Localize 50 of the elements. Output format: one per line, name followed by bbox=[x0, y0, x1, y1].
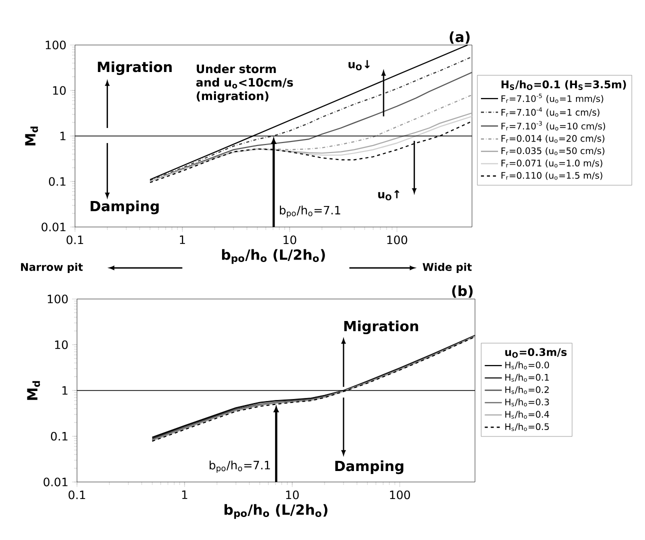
legend-label: F$_{r}$=0.014 (u$_{o}$=20 cm/s) bbox=[502, 134, 604, 143]
legend-label: H$_{s}$/h$_{o}$=0.3 bbox=[505, 398, 549, 406]
legend-label: F$_{r}$=7.10$^{-3}$ (u$_{o}$=10 cm/s) bbox=[502, 121, 606, 131]
y-tick-label: 0.1 bbox=[50, 432, 68, 441]
annotation: Migration bbox=[98, 61, 172, 75]
y-tick-label: 0.01 bbox=[44, 478, 68, 486]
annotation: u$_{O}$↑ bbox=[378, 190, 400, 200]
chart-title: (a) bbox=[450, 31, 470, 44]
legend-title: H$_{S}$/h$_{O}$=0.1 (H$_{S}$=3.5m) bbox=[502, 80, 626, 90]
annotation: b$_{po}$/h$_{o}$=7.1 bbox=[210, 460, 270, 473]
annotation: u$_{O}$↓ bbox=[348, 60, 370, 70]
legend-label: H$_{s}$/h$_{o}$=0.1 bbox=[505, 374, 549, 382]
annotation: Under storm and u$_{o}$<10cm/s (migration) bbox=[196, 64, 293, 103]
legend-label: F$_{r}$=0.071 (u$_{o}$=1.0 m/s) bbox=[502, 160, 602, 168]
legend-label: F$_{r}$=7.10$^{-4}$ (u$_{o}$=1 cm/s) bbox=[502, 107, 600, 117]
y-tick-label: 100 bbox=[48, 294, 68, 304]
y-axis-title: M$_{d}$ bbox=[25, 126, 38, 146]
y-axis-title: M$_{d}$ bbox=[27, 381, 40, 400]
legend-label: H$_{s}$/h$_{o}$=0.2 bbox=[505, 386, 549, 394]
y-tick-label: 1 bbox=[62, 386, 68, 395]
annotation: Damping bbox=[335, 460, 404, 474]
y-tick-label: 0.1 bbox=[48, 177, 66, 186]
x-axis-title: b$_{po}$/h$_{o}$ (L/2h$_{o}$) bbox=[222, 249, 325, 264]
x-tick-label: 1 bbox=[180, 236, 185, 244]
legend-label: H$_{s}$/h$_{o}$=0.5 bbox=[505, 423, 549, 432]
y-tick-label: 0.01 bbox=[42, 222, 66, 232]
legend-title: u$_{O}$=0.3m/s bbox=[505, 348, 567, 358]
chart-title: (b) bbox=[452, 285, 473, 298]
x-tick-label: 10 bbox=[284, 236, 296, 244]
x-tick-label: 0.1 bbox=[68, 490, 86, 500]
y-tick-label: 10 bbox=[55, 340, 68, 350]
text: Narrow pit bbox=[21, 262, 83, 273]
y-tick-label: 100 bbox=[46, 40, 66, 50]
legend-label: F$_{r}$=0.110 (u$_{o}$=1.5 m/s) bbox=[502, 172, 602, 180]
y-tick-label: 1 bbox=[60, 132, 66, 140]
annotation: b$_{po}$/h$_{o}$=7.1 bbox=[280, 206, 340, 218]
legend-label: H$_{s}$/h$_{o}$=0.0 bbox=[505, 361, 549, 370]
annotation: Migration bbox=[344, 320, 418, 334]
y-tick-label: 10 bbox=[53, 86, 66, 95]
x-tick-label: 100 bbox=[390, 490, 410, 500]
legend-label: F$_{r}$=7.10$^{-5}$ (u$_{o}$=1 mm/s) bbox=[502, 94, 604, 104]
x-tick-label: 0.1 bbox=[66, 236, 84, 244]
x-tick-label: 10 bbox=[286, 490, 299, 500]
legend-label: H$_{s}$/h$_{o}$=0.4 bbox=[505, 410, 550, 419]
x-axis-title: b$_{po}$/h$_{o}$ (L/2h$_{o}$) bbox=[224, 504, 328, 519]
annotation: Damping bbox=[90, 200, 159, 214]
x-tick-label: 1 bbox=[182, 490, 188, 499]
legend-label: F$_{r}$=0.035 (u$_{o}$=50 cm/s) bbox=[502, 147, 604, 156]
text: Wide pit bbox=[422, 262, 472, 273]
x-tick-label: 100 bbox=[387, 236, 408, 244]
